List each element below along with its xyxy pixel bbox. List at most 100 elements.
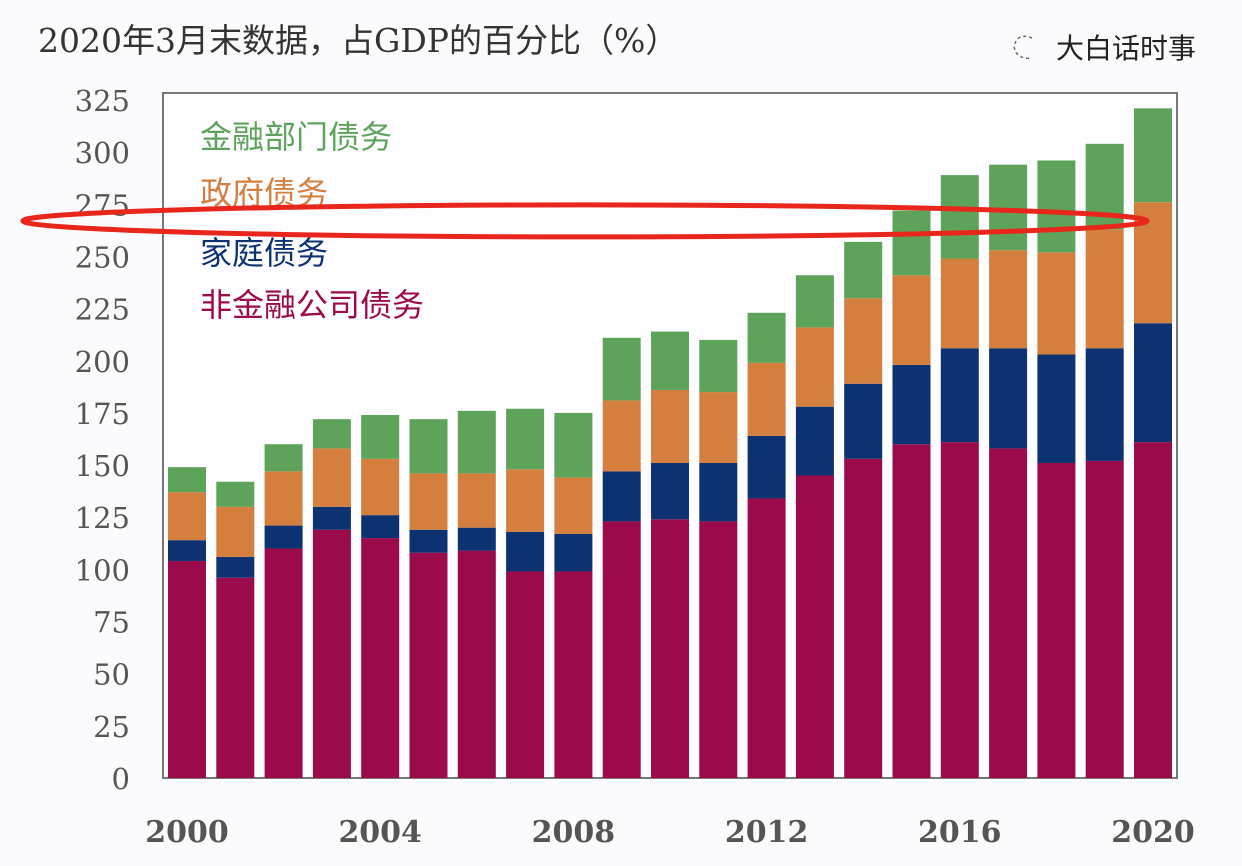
y-tick-label: 150 [75,449,130,483]
bar-segment [989,250,1028,349]
bar-segment [940,348,979,443]
bar-segment [1037,252,1076,355]
y-tick-label: 200 [75,345,130,379]
bar-segment [457,550,496,778]
bar-segment [892,210,931,276]
y-tick-label: 250 [75,240,130,274]
bar-segment [844,298,883,384]
x-tick-label: 2016 [918,815,1002,850]
bar-segment [795,406,834,476]
y-tick-label: 300 [75,136,130,170]
x-tick-label: 2020 [1111,815,1195,850]
legend-entry: 非金融公司债务 [200,286,424,324]
bar-segment [216,481,255,507]
bar-segment [312,419,351,449]
bar-segment [940,175,979,259]
bar-segment [409,529,448,553]
bar-segment [844,241,883,299]
bar-segment [506,531,545,572]
x-tick-label: 2000 [145,815,229,850]
chart-title: 2020年3月末数据，占GDP的百分比（%） [38,21,679,60]
bar-segment [892,444,931,778]
bar-segment [892,275,931,365]
bar-segment [168,561,206,778]
bar-segment [747,435,786,499]
bar-segment [602,337,641,401]
y-tick-label: 100 [75,553,130,587]
bar-segment [1085,348,1124,461]
legend-entry: 金融部门债务 [200,118,392,156]
bar-segment [1037,462,1076,778]
bar-segment [699,392,738,463]
wechat-icon [1013,35,1033,59]
bar-segment [651,331,689,390]
bar-segment [216,506,255,557]
bar-segment [844,383,883,459]
bar-segment [312,506,351,530]
bar-segment [554,571,593,778]
bar-segment [312,448,351,507]
bar-segment [940,258,979,349]
bar-segment [795,275,834,328]
bar-segment [795,327,834,407]
bar-segment [216,577,255,778]
y-tick-label: 275 [75,188,130,222]
x-tick-label: 2012 [725,815,809,850]
bar-segment [699,521,738,778]
bar-segment [844,458,883,778]
bar-segment [699,462,738,522]
bar-segment [457,410,496,474]
y-tick-label: 0 [112,762,130,796]
y-tick-label: 25 [93,710,130,744]
bar-segment [1134,108,1172,203]
bar-segment [892,364,931,445]
y-tick-label: 75 [93,606,130,640]
y-tick-label: 125 [75,501,130,535]
bar-segment [506,571,545,778]
bar-segment [795,475,834,778]
bar-segment [602,521,641,778]
bar-segment [1085,460,1124,778]
bar-segment [409,419,448,474]
bar-segment [699,339,738,393]
highlight-ellipse [20,202,1150,240]
x-tick-label: 2004 [338,815,422,850]
bar-segment [651,389,689,463]
y-tick-label: 325 [75,84,130,118]
bar-segment [457,527,496,551]
bar-segment [940,442,979,778]
bar-segment [409,473,448,530]
bar-segment [747,312,786,363]
bar-segment [264,548,303,778]
bar-segment [361,515,400,539]
bar-segment [216,556,255,578]
y-tick-label: 175 [75,397,130,431]
x-tick-label: 2008 [532,815,616,850]
bar-segment [1134,323,1172,443]
bar-segment [506,408,545,470]
bar-segment [361,415,400,459]
y-tick-label: 225 [75,293,130,327]
y-tick-label: 50 [93,658,130,692]
bar-segment [747,362,786,436]
bar-segment [264,471,303,526]
bar-segment [1037,160,1076,253]
bar-segment [554,477,593,534]
bar-segment [168,492,206,541]
bar-segment [1085,229,1124,349]
legend-entry: 家庭债务 [200,234,328,272]
bar-segment [602,471,641,522]
bar-segment [168,467,206,493]
bar-segment [651,462,689,520]
bar-segment [361,458,400,516]
bar-segment [312,529,351,778]
bar-segment [457,473,496,528]
bar-segment [651,519,689,778]
bar-segment [168,540,206,562]
bar-segment [989,448,1028,778]
bar-segment [506,469,545,532]
bar-segment [264,525,303,549]
bar-segment [554,412,593,478]
bar-segment [361,538,400,778]
